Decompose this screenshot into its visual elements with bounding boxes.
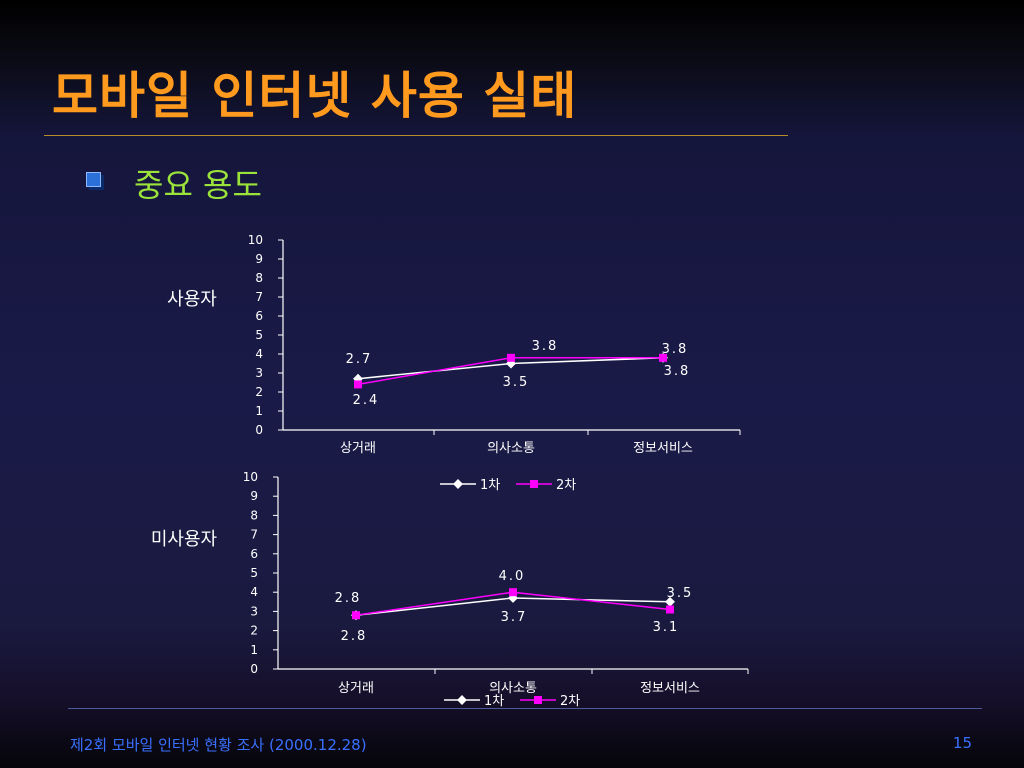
chart1-data-label: 2.7	[346, 352, 373, 367]
chart2-category-label: 상거래	[338, 681, 374, 696]
chart2-data-label: 3.1	[653, 620, 680, 635]
chart2-y-tick-label: 9	[250, 489, 258, 503]
chart2-y-tick-label: 7	[250, 528, 258, 542]
chart2-legend-label: 1차	[484, 694, 504, 709]
chart1-category-label: 상거래	[340, 441, 376, 456]
chart1-y-tick-label: 1	[255, 404, 263, 418]
chart1-y-tick-label: 7	[255, 290, 263, 304]
chart2-series-2-point	[509, 588, 517, 597]
chart2-y-tick-label: 5	[250, 566, 258, 580]
chart2-data-label: 4.0	[499, 569, 526, 584]
chart1-series-2-point	[659, 353, 667, 362]
chart2-data-label: 2.8	[341, 629, 368, 644]
chart2-y-tick-label: 3	[250, 604, 258, 618]
chart2-title: 미사용자	[151, 529, 218, 550]
chart1-category-label: 정보서비스	[633, 441, 693, 456]
chart1-y-tick-label: 2	[255, 385, 263, 399]
chart2-legend-marker	[530, 480, 538, 488]
chart1-data-label: 3.8	[532, 339, 559, 354]
chart2-category-label: 정보서비스	[640, 681, 700, 696]
chart2-legend-label: 2차	[560, 694, 580, 709]
chart1-y-tick-label: 9	[255, 252, 263, 266]
chart2-legend-marker	[457, 695, 467, 705]
chart2-y-tick-label: 8	[250, 508, 258, 522]
chart1-y-tick-label: 10	[248, 233, 263, 247]
footer-text: 제2회 모바일 인터넷 현황 조사 (2000.12.28)	[70, 736, 367, 754]
chart2-legend-label: 2차	[556, 478, 576, 493]
chart2-category-label: 의사소통	[489, 681, 537, 696]
chart2-y-tick-label: 4	[250, 585, 258, 599]
chart2-series-1-point	[665, 596, 675, 607]
chart1-y-tick-label: 4	[255, 347, 263, 361]
chart1-title: 사용자	[167, 289, 217, 310]
chart1-series-2-point	[507, 353, 515, 362]
chart2-legend-marker	[534, 696, 542, 704]
chart2-y-tick-label: 0	[250, 662, 258, 676]
chart2-y-tick-label: 10	[243, 470, 258, 484]
bullet-square-icon	[86, 172, 101, 187]
chart1-data-label: 2.4	[353, 393, 380, 408]
chart2-legend-marker	[453, 479, 463, 489]
chart2-data-label: 3.5	[667, 586, 694, 601]
chart2-data-label: 3.7	[501, 610, 528, 625]
title-divider	[44, 135, 788, 136]
footer-divider	[68, 708, 982, 709]
chart1-y-tick-label: 5	[255, 328, 263, 342]
chart1-y-tick-label: 3	[255, 366, 263, 380]
chart2-series-2-point	[666, 605, 674, 614]
chart2-y-tick-label: 2	[250, 624, 258, 638]
chart1-y-tick-label: 6	[255, 309, 263, 323]
chart1-y-tick-label: 0	[255, 423, 263, 437]
chart2-y-tick-label: 1	[250, 643, 258, 657]
chart2-y-tick-label: 6	[250, 547, 258, 561]
chart2-data-label: 2.8	[335, 591, 362, 606]
chart2-legend-label: 1차	[480, 478, 500, 493]
slide-title: 모바일 인터넷 사용 실태	[52, 67, 578, 125]
chart2-series-2-point	[352, 611, 360, 620]
chart1-data-label: 3.5	[503, 375, 530, 390]
chart1-data-label: 3.8	[664, 364, 691, 379]
page-number: 15	[952, 734, 972, 752]
chart1-data-label: 3.8	[662, 342, 689, 357]
chart1-category-label: 의사소통	[487, 441, 535, 456]
chart1-y-tick-label: 8	[255, 271, 263, 285]
chart1-series-2-point	[354, 380, 362, 389]
bullet-heading: 중요 용도	[134, 166, 262, 204]
